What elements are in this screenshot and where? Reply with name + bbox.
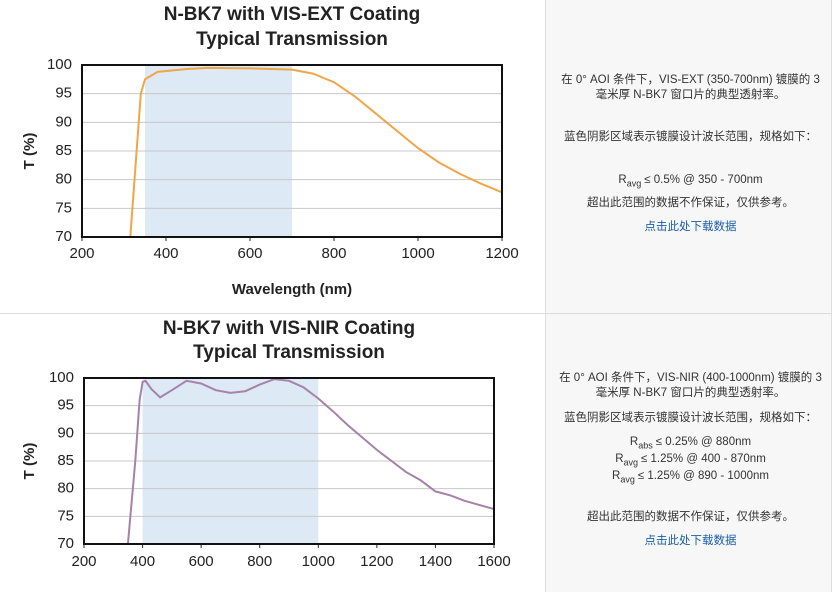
- x-tick-label: 1000: [302, 553, 335, 570]
- chart-cell: N-BK7 with VIS-NIR Coating Typical Transm…: [0, 314, 546, 592]
- x-tick-label: 1400: [419, 553, 452, 570]
- chart-cell: N-BK7 with VIS-EXT Coating Typical Transm…: [0, 0, 546, 314]
- chart-title: N-BK7 with VIS-NIR Coating: [163, 318, 415, 339]
- plot-frame: [81, 64, 503, 238]
- y-axis-label: T (%): [21, 133, 38, 170]
- y-tick-label: 85: [55, 142, 72, 159]
- disclaimer: 超出此范围的数据不作保证，仅供参考。: [587, 197, 794, 209]
- description: 在 0° AOI 条件下，VIS-EXT (350-700nm) 镀膜的 3 毫…: [561, 74, 820, 101]
- chart-title: Typical Transmission: [193, 342, 385, 363]
- spec: Ravg ≤ 1.25% @ 400 - 870nm: [556, 452, 825, 470]
- download-link[interactable]: 点击此处下载数据: [644, 221, 737, 233]
- disclaimer: 超出此范围的数据不作保证，仅供参考。: [587, 511, 794, 523]
- spec-subscript: avg: [623, 457, 639, 468]
- x-tick-label: 1600: [477, 553, 510, 570]
- x-tick-label: 200: [71, 553, 96, 570]
- chart: N-BK7 with VIS-EXT Coating Typical Transm…: [21, 4, 519, 298]
- y-tick-label: 100: [47, 56, 72, 73]
- data-line: [126, 378, 495, 545]
- x-tick-label: 1000: [401, 245, 434, 262]
- x-tick-label: 400: [130, 553, 155, 570]
- chart-title: Typical Transmission: [196, 29, 388, 50]
- y-tick-label: 100: [49, 369, 74, 386]
- shading-note: 蓝色阴影区域表示镀膜设计波长范围，规格如下：: [564, 412, 817, 424]
- spec-subscript: abs: [638, 440, 653, 451]
- y-tick-label: 85: [57, 452, 74, 469]
- spec-symbol: R: [629, 436, 639, 448]
- note-panel: 在 0° AOI 条件下，VIS-NIR (400-1000nm) 镀膜的 3 …: [546, 314, 832, 592]
- link-row: 点击此处下载数据: [556, 534, 825, 549]
- y-tick-label: 70: [55, 228, 72, 245]
- spec-text: ≤ 1.25% @ 400 - 870nm: [641, 453, 766, 465]
- spec: Ravg ≤ 0.5% @ 350 - 700nm: [556, 173, 825, 191]
- x-tick-label: 600: [237, 245, 262, 262]
- chart: N-BK7 with VIS-NIR Coating Typical Transm…: [21, 318, 511, 592]
- spec-subscript: avg: [626, 178, 642, 189]
- y-axis-label: T (%): [21, 443, 38, 480]
- spec-symbol: R: [618, 174, 627, 186]
- spec-symbol: R: [612, 470, 621, 482]
- download-link[interactable]: 点击此处下载数据: [644, 535, 737, 547]
- y-tick-label: 90: [55, 113, 72, 130]
- x-tick-label: 800: [321, 245, 346, 262]
- y-tick-label: 95: [55, 85, 72, 102]
- spec: Ravg ≤ 1.25% @ 890 - 1000nm: [556, 469, 825, 487]
- plot-frame: [83, 377, 495, 545]
- y-tick-label: 95: [57, 397, 74, 414]
- data-line: [129, 66, 503, 238]
- x-tick-label: 600: [189, 553, 214, 570]
- y-tick-label: 75: [55, 199, 72, 216]
- y-tick-label: 80: [57, 480, 74, 497]
- chart-title: N-BK7 with VIS-EXT Coating: [164, 4, 421, 25]
- spec-symbol: R: [615, 453, 624, 465]
- x-axis-label: Wavelength (nm): [232, 281, 352, 298]
- spec-subscript: avg: [620, 474, 635, 485]
- note-panel: 在 0° AOI 条件下，VIS-EXT (350-700nm) 镀膜的 3 毫…: [546, 0, 832, 314]
- x-tick-label: 800: [247, 553, 272, 570]
- spec-text: ≤ 1.25% @ 890 - 1000nm: [637, 470, 769, 482]
- y-tick-label: 80: [55, 171, 72, 188]
- y-tick-label: 75: [57, 507, 74, 524]
- y-tick-label: 90: [57, 424, 74, 441]
- link-row: 点击此处下载数据: [556, 220, 825, 235]
- y-tick-label: 70: [57, 535, 74, 552]
- spec: Rabs ≤ 0.25% @ 880nm: [556, 435, 825, 453]
- x-axis-label: Wavelength (nm): [229, 590, 349, 592]
- x-tick-label: 400: [153, 245, 178, 262]
- description: 在 0° AOI 条件下，VIS-NIR (400-1000nm) 镀膜的 3 …: [559, 372, 822, 399]
- spec-text: ≤ 0.5% @ 350 - 700nm: [644, 174, 763, 186]
- spec-text: ≤ 0.25% @ 880nm: [655, 436, 752, 448]
- x-tick-label: 1200: [485, 245, 518, 262]
- x-tick-label: 200: [69, 245, 94, 262]
- shading-note: 蓝色阴影区域表示镀膜设计波长范围，规格如下：: [564, 131, 817, 143]
- x-tick-label: 1200: [360, 553, 393, 570]
